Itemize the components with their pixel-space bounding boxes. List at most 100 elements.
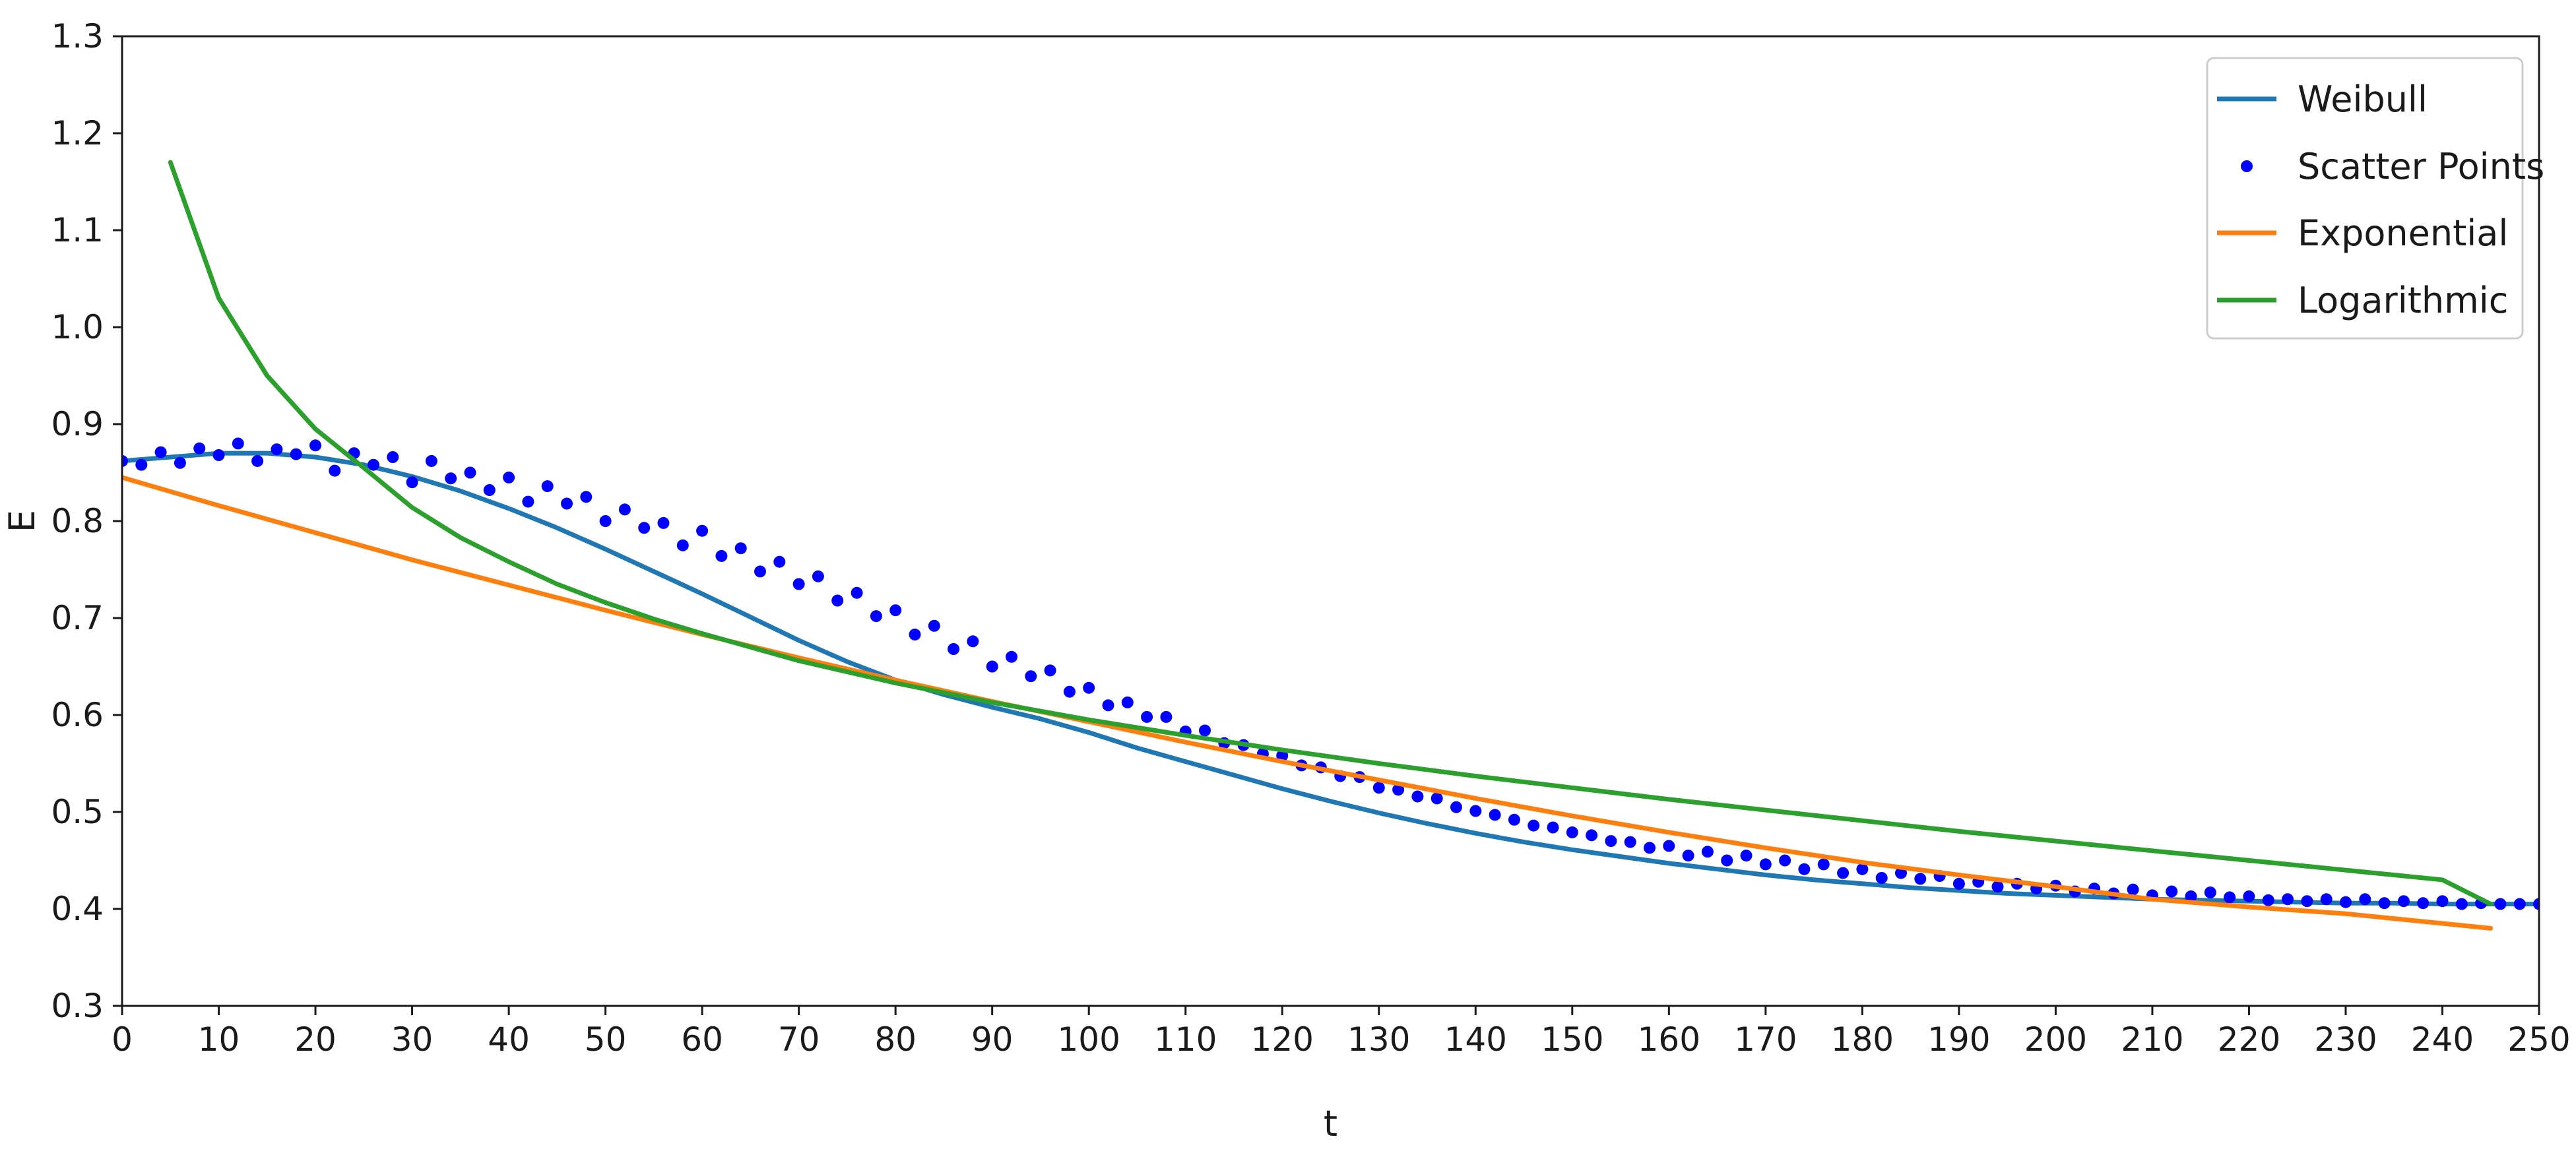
scatter-point bbox=[561, 497, 573, 510]
x-tick-label: 170 bbox=[1734, 1020, 1797, 1059]
scatter-point bbox=[232, 437, 244, 450]
y-tick-label: 1.1 bbox=[51, 211, 104, 249]
scatter-point bbox=[2224, 891, 2236, 904]
scatter-point bbox=[1721, 854, 1733, 867]
scatter-point bbox=[1431, 792, 1443, 805]
scatter-point bbox=[2359, 893, 2371, 906]
y-tick-label: 0.8 bbox=[51, 502, 104, 540]
scatter-point bbox=[1914, 873, 1927, 885]
scatter-point bbox=[309, 439, 321, 452]
scatter-point bbox=[251, 454, 264, 467]
x-tick-label: 100 bbox=[1057, 1020, 1120, 1059]
legend-label-scatter-points: Scatter Points bbox=[2298, 146, 2544, 187]
scatter-point bbox=[271, 443, 283, 456]
legend-label-logarithmic: Logarithmic bbox=[2298, 280, 2508, 321]
scatter-point bbox=[1044, 664, 1056, 677]
scatter-point bbox=[618, 503, 631, 516]
scatter-point bbox=[1102, 699, 1114, 712]
x-tick-label: 140 bbox=[1444, 1020, 1507, 1059]
scatter-point bbox=[445, 472, 457, 485]
scatter-point bbox=[851, 586, 863, 599]
x-tick-label: 180 bbox=[1831, 1020, 1894, 1059]
scatter-point bbox=[1489, 809, 1501, 821]
scatter-point bbox=[2320, 893, 2333, 906]
scatter-point bbox=[1547, 821, 1559, 834]
scatter-point bbox=[1875, 872, 1888, 884]
scatter-point bbox=[193, 442, 206, 454]
scatter-point bbox=[1817, 858, 1830, 871]
scatter-point bbox=[734, 542, 747, 555]
scatter-point bbox=[2436, 895, 2449, 908]
x-tick-label: 120 bbox=[1251, 1020, 1314, 1059]
scatter-point bbox=[1566, 826, 1578, 838]
scatter-point bbox=[676, 539, 689, 551]
scatter-point bbox=[1586, 829, 1598, 842]
scatter-point bbox=[2533, 898, 2539, 910]
scatter-point bbox=[1006, 650, 1017, 663]
scatter-point bbox=[2127, 883, 2139, 896]
scatter-point bbox=[290, 448, 302, 460]
scatter-point bbox=[135, 458, 148, 471]
scatter-point bbox=[2494, 898, 2507, 910]
x-tick-label: 210 bbox=[2121, 1020, 2183, 1059]
x-tick-label: 240 bbox=[2411, 1020, 2474, 1059]
scatter-point bbox=[1528, 819, 1540, 832]
plot-area bbox=[122, 160, 2539, 931]
scatter-point bbox=[948, 643, 960, 655]
axes: 0 10 20 30 40 50 60 70 80 90 100 110 120 130 140 150 160… bbox=[51, 17, 2570, 1059]
y-tick-label: 0.3 bbox=[51, 987, 104, 1025]
scatter-point bbox=[889, 604, 902, 617]
x-tick-label: 130 bbox=[1347, 1020, 1410, 1059]
x-tick-label: 90 bbox=[971, 1020, 1014, 1059]
scatter-point bbox=[870, 610, 882, 623]
x-tick-label: 0 bbox=[112, 1020, 133, 1059]
scatter-point bbox=[212, 449, 225, 461]
scatter-point bbox=[1411, 790, 1424, 803]
scatter-point bbox=[1469, 805, 1482, 817]
scatter-point bbox=[2185, 890, 2197, 902]
scatter-point bbox=[2378, 897, 2391, 910]
scatter-point bbox=[1392, 784, 1405, 796]
scatter-point bbox=[387, 451, 399, 463]
scatter-point bbox=[1952, 877, 1965, 890]
scatter-point bbox=[483, 484, 496, 496]
y-tick-label: 1.0 bbox=[51, 308, 104, 346]
x-tick-label: 60 bbox=[681, 1020, 723, 1059]
scatter-point bbox=[1063, 685, 1076, 698]
scatter-point bbox=[2513, 898, 2526, 910]
scatter-point bbox=[754, 565, 766, 578]
scatter-point bbox=[986, 660, 998, 673]
scatter-point bbox=[1991, 881, 2004, 893]
scatter-point bbox=[1759, 858, 1772, 871]
x-tick-label: 250 bbox=[2507, 1020, 2570, 1059]
scatter-point bbox=[1508, 813, 1520, 826]
scatter-point bbox=[1856, 863, 1869, 875]
scatter-point bbox=[967, 635, 979, 648]
scatter-point bbox=[831, 594, 844, 607]
scatter-point bbox=[368, 458, 379, 471]
x-tick-label: 40 bbox=[488, 1020, 530, 1059]
x-tick-label: 230 bbox=[2314, 1020, 2377, 1059]
legend-swatch-scatter-points bbox=[2241, 160, 2253, 172]
scatter-point bbox=[638, 522, 651, 534]
x-tick-label: 80 bbox=[874, 1020, 917, 1059]
scatter-point bbox=[464, 466, 476, 479]
y-tick-label: 0.9 bbox=[51, 405, 104, 443]
x-tick-label: 10 bbox=[198, 1020, 240, 1059]
scatter-point bbox=[599, 515, 612, 527]
x-tick-label: 220 bbox=[2218, 1020, 2280, 1059]
legend-label-exponential: Exponential bbox=[2298, 212, 2508, 254]
scatter-point bbox=[174, 456, 186, 469]
scatter-point bbox=[1199, 724, 1211, 737]
y-tick-label: 1.3 bbox=[51, 17, 104, 55]
scatter-point bbox=[1624, 836, 1636, 848]
x-tick-label: 110 bbox=[1154, 1020, 1217, 1059]
scatter-point bbox=[1160, 710, 1173, 723]
scatter-point bbox=[1141, 710, 1153, 723]
scatter-point bbox=[1605, 835, 1617, 848]
scatter-point bbox=[1083, 681, 1095, 694]
y-axis-label: E bbox=[1, 510, 43, 532]
scatter-point bbox=[425, 454, 437, 467]
